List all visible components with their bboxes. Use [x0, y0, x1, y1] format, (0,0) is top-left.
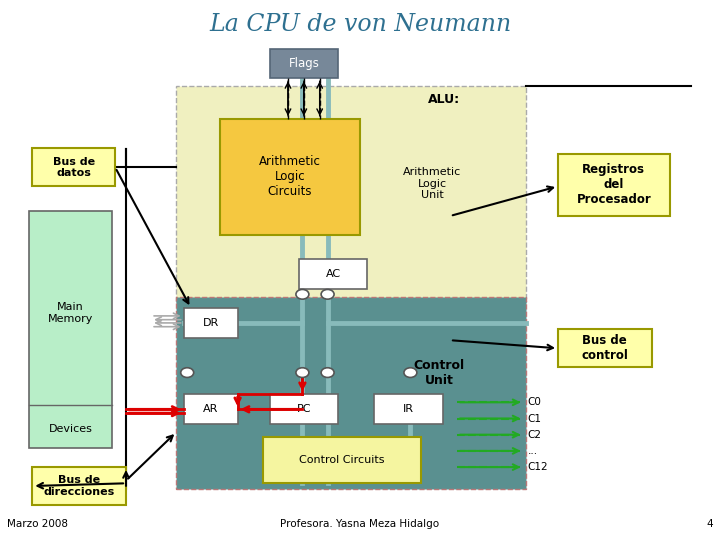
Text: AR: AR [203, 404, 218, 414]
Circle shape [296, 368, 309, 377]
Text: C1: C1 [528, 414, 541, 423]
FancyBboxPatch shape [558, 154, 670, 216]
FancyBboxPatch shape [176, 297, 526, 489]
Text: Arithmetic
Logic
Unit: Arithmetic Logic Unit [403, 167, 461, 200]
Text: C12: C12 [528, 462, 549, 472]
FancyBboxPatch shape [29, 211, 112, 448]
Text: IR: IR [403, 404, 414, 414]
Text: ...: ... [528, 446, 538, 456]
Text: Arithmetic
Logic
Circuits: Arithmetic Logic Circuits [259, 156, 320, 198]
Text: Control Circuits: Control Circuits [300, 455, 384, 465]
Text: Flags: Flags [289, 57, 320, 70]
Circle shape [321, 368, 334, 377]
FancyBboxPatch shape [270, 49, 338, 78]
Text: ALU:: ALU: [428, 93, 461, 106]
Text: AC: AC [325, 269, 341, 279]
Text: PC: PC [297, 404, 312, 414]
Text: DR: DR [202, 318, 219, 328]
Text: Profesora. Yasna Meza Hidalgo: Profesora. Yasna Meza Hidalgo [280, 519, 440, 529]
FancyBboxPatch shape [374, 394, 443, 424]
FancyBboxPatch shape [558, 329, 652, 367]
FancyBboxPatch shape [32, 467, 126, 505]
Text: Bus de
datos: Bus de datos [53, 157, 95, 178]
Text: Registros
del
Procesador: Registros del Procesador [577, 164, 651, 206]
Text: Marzo 2008: Marzo 2008 [7, 519, 68, 529]
Circle shape [296, 289, 309, 299]
Text: Bus de
control: Bus de control [581, 334, 629, 362]
FancyBboxPatch shape [184, 308, 238, 338]
Circle shape [404, 368, 417, 377]
Text: Control
Unit: Control Unit [413, 359, 465, 387]
FancyBboxPatch shape [176, 86, 526, 302]
FancyBboxPatch shape [184, 394, 238, 424]
Text: 4: 4 [706, 519, 713, 529]
Text: Devices: Devices [49, 424, 92, 434]
Text: Bus de
direcciones: Bus de direcciones [44, 475, 114, 497]
FancyBboxPatch shape [263, 437, 421, 483]
FancyBboxPatch shape [270, 394, 338, 424]
FancyBboxPatch shape [32, 148, 115, 186]
Circle shape [181, 368, 194, 377]
Text: Main
Memory: Main Memory [48, 302, 94, 324]
Circle shape [321, 289, 334, 299]
Text: C0: C0 [528, 397, 541, 407]
FancyBboxPatch shape [220, 119, 360, 235]
FancyBboxPatch shape [299, 259, 367, 289]
Text: La CPU de von Neumann: La CPU de von Neumann [209, 13, 511, 36]
Text: C2: C2 [528, 430, 541, 440]
